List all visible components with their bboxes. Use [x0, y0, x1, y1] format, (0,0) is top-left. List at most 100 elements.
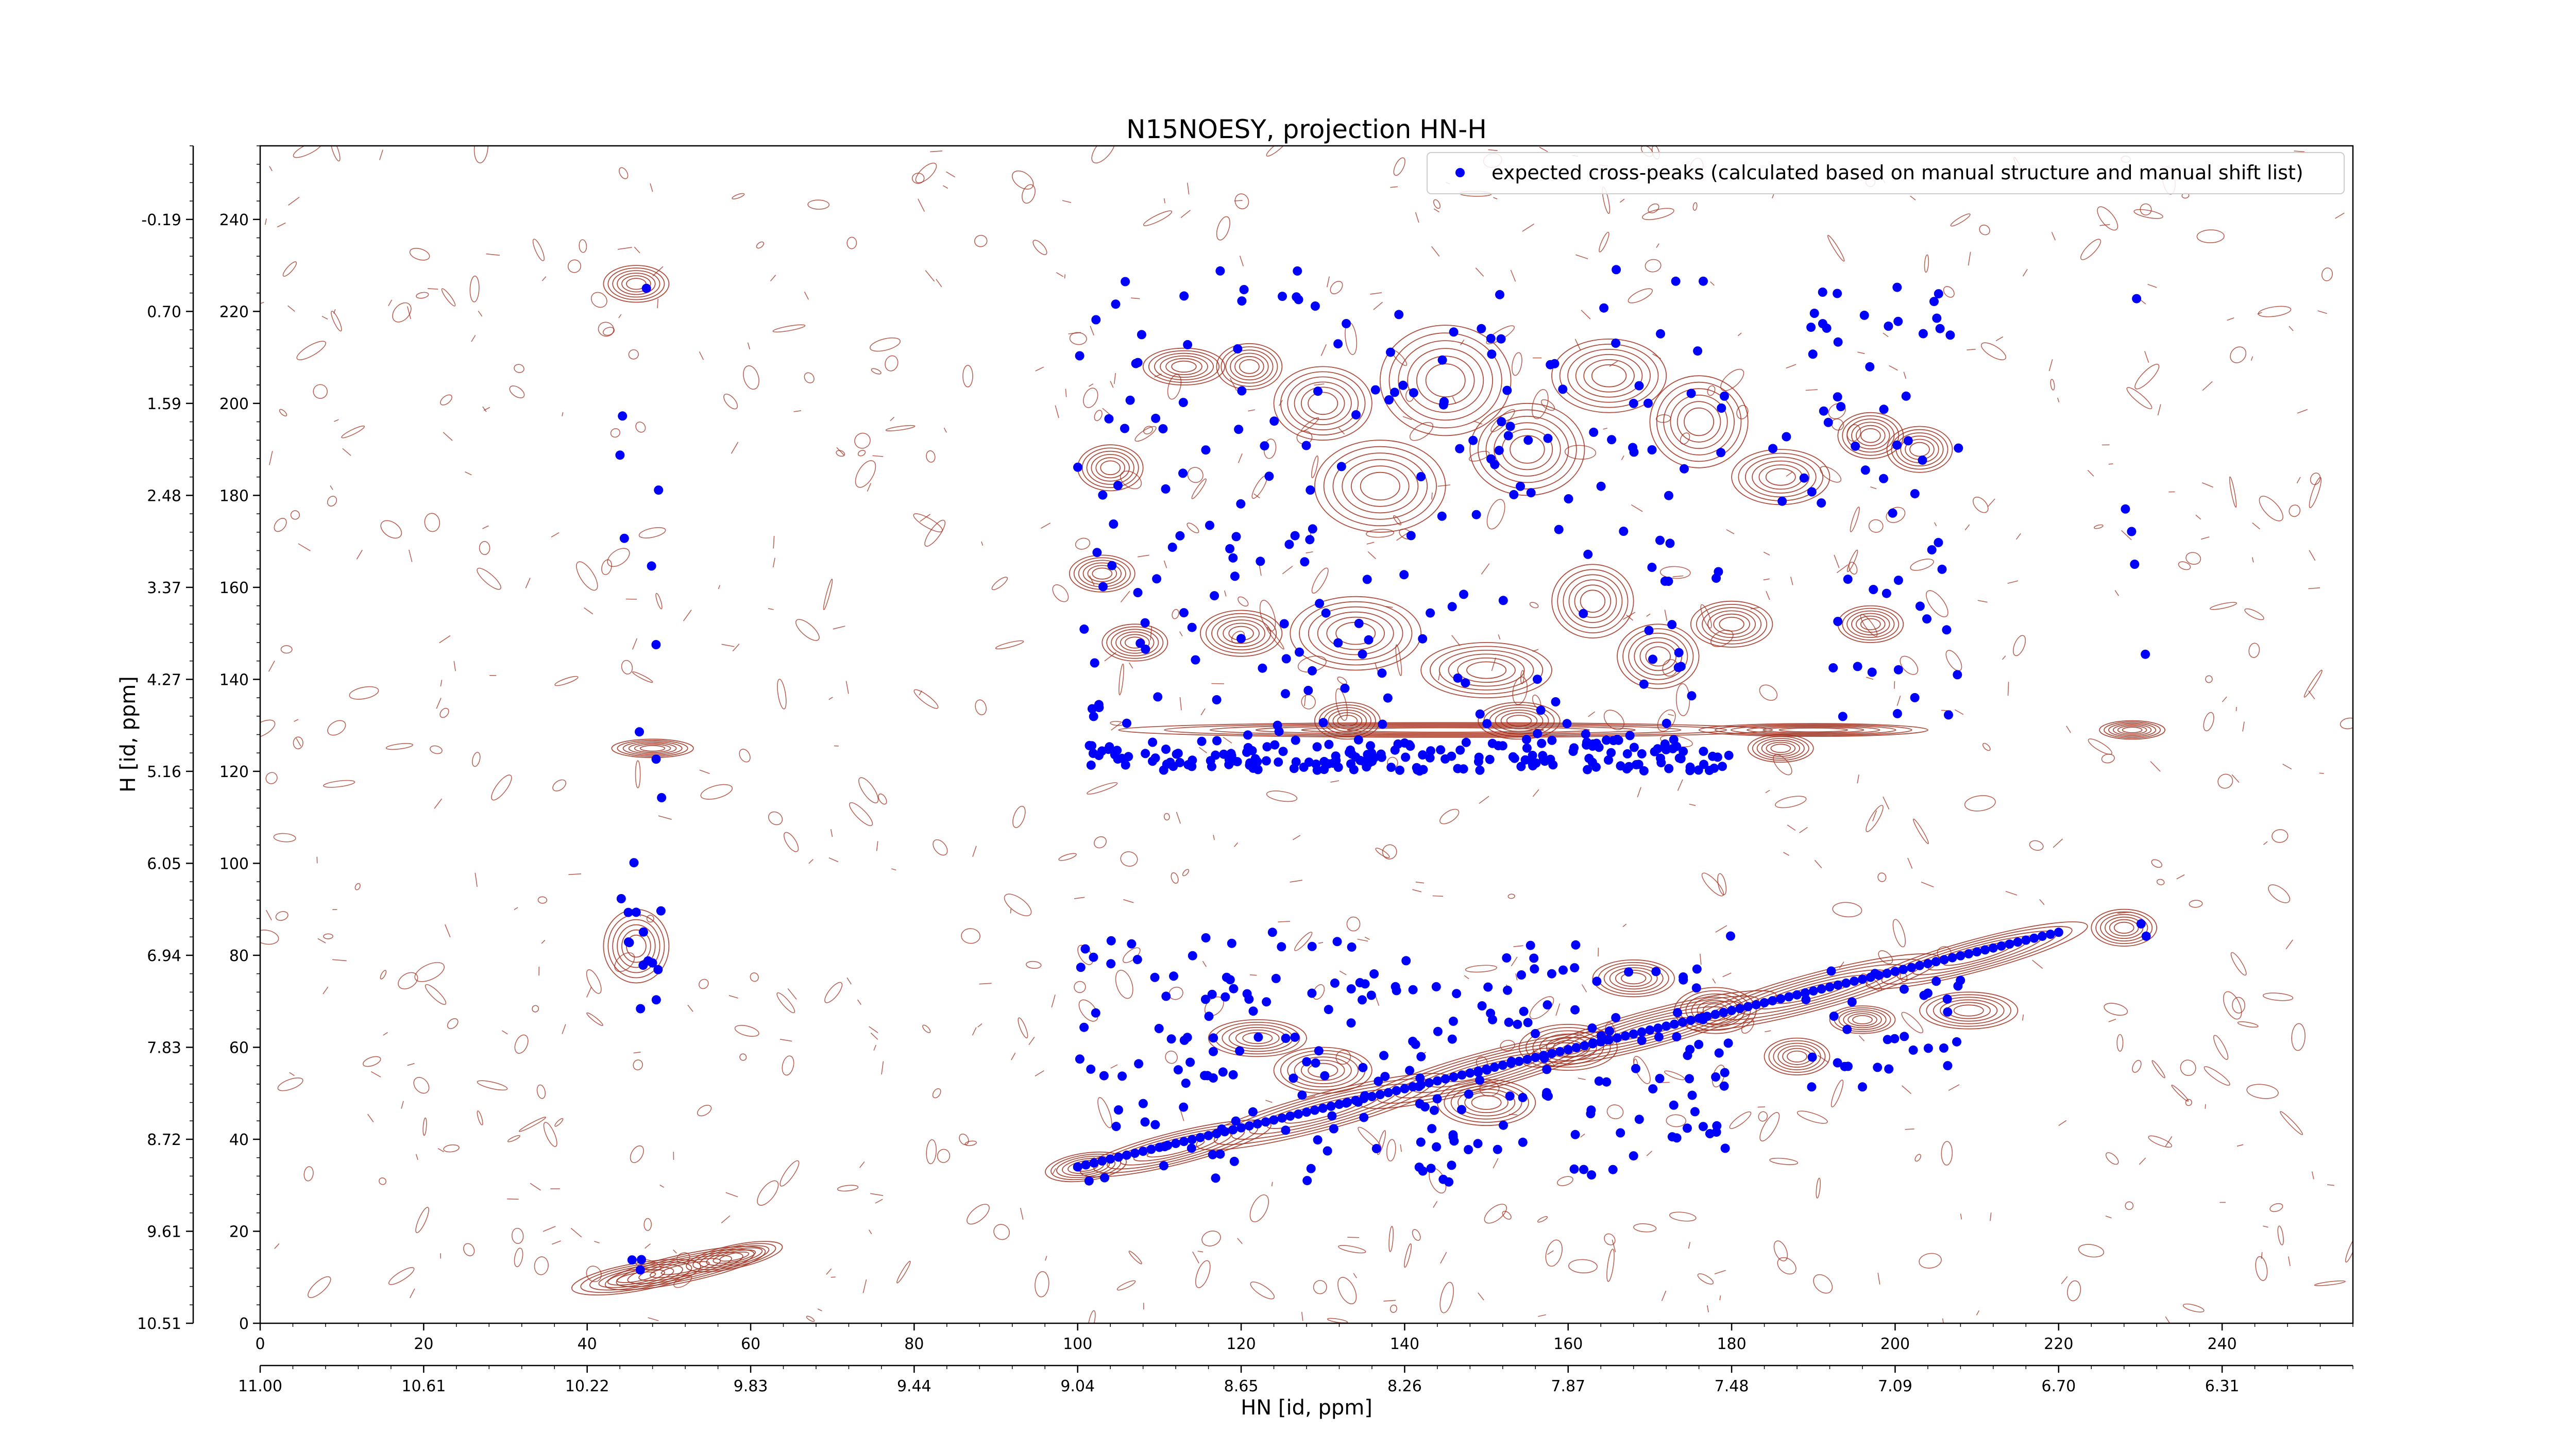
cross-peak: [1107, 561, 1117, 570]
cross-peak: [1218, 1067, 1228, 1077]
noise-contour: [1491, 658, 1496, 671]
x-axis-ppm: 11.00 10.61 10.22 9.83 9.44 9.04 8.65 8.26 7.87 7…: [238, 1364, 2353, 1395]
noise-contour: [975, 699, 987, 715]
cross-peak: [1694, 1039, 1704, 1049]
cross-peak: [1953, 670, 1962, 680]
noise-contour: [930, 150, 943, 153]
noise-contour: [1330, 281, 1343, 294]
signal-contour: [1707, 610, 1756, 638]
cross-peak: [1221, 992, 1230, 1002]
noise-contour: [1621, 455, 1624, 460]
noise-contour: [293, 146, 323, 158]
cross-peak: [637, 1255, 646, 1265]
noise-contour: [607, 548, 630, 567]
noise-contour: [2237, 1021, 2259, 1028]
noise-contour: [881, 1061, 884, 1075]
signal-contour: [1211, 616, 1272, 651]
noise-contour: [782, 1055, 794, 1076]
cross-peak: [1261, 756, 1271, 766]
cross-peak: [638, 961, 648, 970]
cross-peak: [1117, 1071, 1127, 1081]
signal-contour: [2109, 919, 2139, 937]
cross-peak: [1893, 316, 1903, 326]
cross-peak: [1321, 608, 1331, 618]
cross-peak: [618, 411, 628, 421]
noise-contour: [1068, 332, 1081, 334]
cross-peak: [1477, 1001, 1487, 1010]
cross-peak: [1822, 323, 1832, 333]
cross-peak: [1637, 749, 1647, 759]
cross-peak: [1496, 334, 1506, 344]
cross-peak: [1540, 756, 1550, 766]
noise-contour: [1055, 405, 1059, 418]
cross-peak: [1548, 760, 1558, 770]
cross-peak: [1826, 966, 1836, 976]
cross-peak: [1461, 737, 1471, 747]
x-tick-label: 240: [2207, 1335, 2236, 1353]
cross-peak: [1205, 520, 1214, 530]
cross-peak: [1302, 1057, 1312, 1067]
signal-contour: [1287, 376, 1359, 431]
noise-contour: [1889, 365, 1898, 371]
signal-contour: [1101, 624, 1168, 662]
cross-peak: [1437, 355, 1447, 365]
cross-peak: [1537, 738, 1547, 748]
noise-contour: [2144, 351, 2149, 363]
noise-contour: [1786, 471, 1793, 477]
cross-peak: [615, 450, 625, 460]
cross-peak: [1354, 618, 1364, 628]
noise-contour: [638, 527, 666, 538]
cross-peak: [1612, 265, 1621, 275]
noise-contour: [833, 626, 845, 630]
cross-peak: [1274, 757, 1283, 767]
cross-peak: [1514, 1056, 1524, 1066]
cross-peak: [1929, 297, 1939, 307]
noise-contour: [349, 686, 379, 700]
cross-peak: [1655, 1074, 1665, 1083]
noise-contour: [1628, 288, 1653, 304]
cross-peak: [1432, 1094, 1442, 1104]
noise-contour: [1568, 1259, 1598, 1274]
noise-contour: [1077, 945, 1093, 965]
cross-peak: [1124, 752, 1133, 762]
signal-contour: [1347, 727, 1545, 733]
noise-contour: [1120, 851, 1138, 867]
signal-contour: [1485, 415, 1569, 483]
cross-peak: [1386, 763, 1396, 772]
noise-contour: [1383, 1300, 1396, 1302]
noise-contour: [1510, 269, 1516, 282]
cross-peak: [1073, 1162, 1082, 1172]
noise-contour: [2150, 761, 2161, 772]
cross-peak: [1653, 1023, 1663, 1033]
noise-contour: [1094, 410, 1103, 422]
noise-contour: [806, 1316, 815, 1322]
signal-contour: [1230, 352, 1269, 381]
noise-contour: [2321, 267, 2333, 281]
noise-contour: [2032, 959, 2043, 969]
noise-contour: [855, 460, 876, 488]
noise-contour: [552, 779, 567, 791]
signal-contour: [1645, 646, 1671, 667]
cross-peak: [1429, 1105, 1439, 1115]
cross-peak: [1647, 563, 1657, 572]
noise-contour: [1353, 1273, 1357, 1278]
noise-contour: [1120, 591, 1130, 603]
cross-peak: [1547, 1049, 1556, 1058]
noise-contour: [857, 450, 866, 457]
noise-contour: [1375, 848, 1390, 858]
noise-contour: [1163, 813, 1170, 821]
noise-contour: [871, 368, 882, 375]
cross-peak: [1637, 1027, 1647, 1037]
signal-contour: [1848, 1013, 1877, 1026]
signal-contour: [1323, 446, 1437, 527]
noise-contour: [2246, 1084, 2279, 1099]
noise-contour: [2066, 726, 2071, 733]
noise-contour: [2282, 764, 2292, 770]
noise-contour: [1301, 694, 1316, 710]
signal-contour: [1580, 589, 1606, 613]
noise-contour: [2201, 482, 2214, 488]
cross-peak: [623, 907, 633, 917]
cross-peak: [1833, 1058, 1842, 1068]
cross-peak: [1229, 1156, 1239, 1166]
cross-peak: [1367, 1092, 1377, 1101]
